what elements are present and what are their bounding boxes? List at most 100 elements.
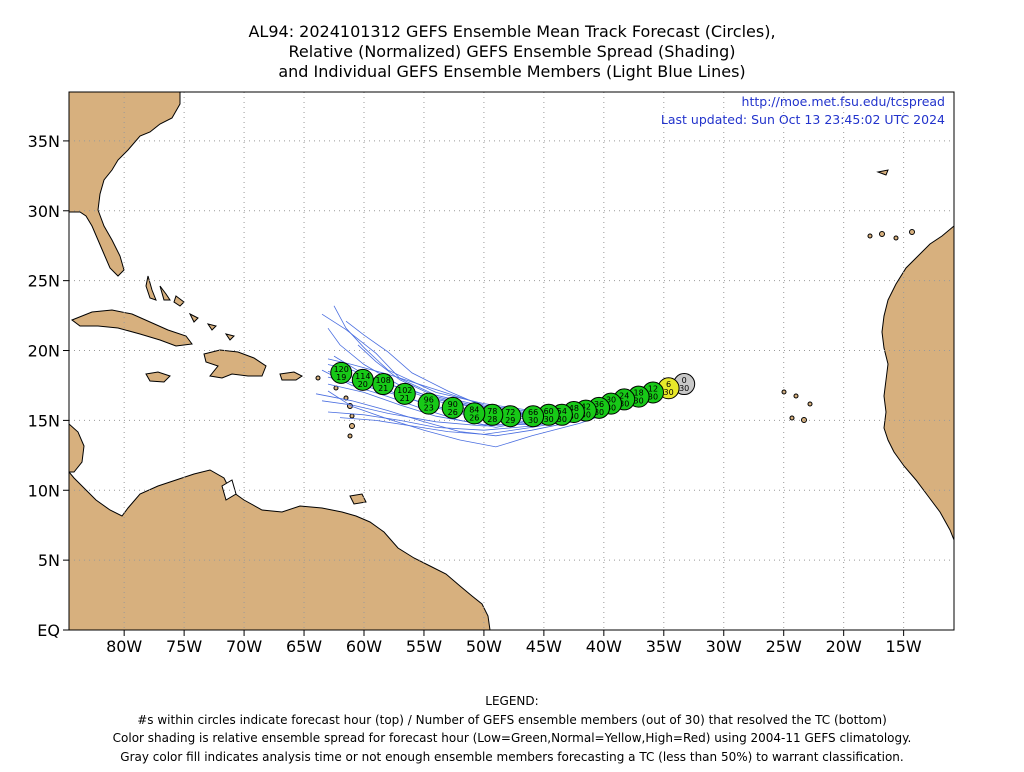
lon-tick-label: 80W (106, 637, 142, 656)
lon-tick-label: 35W (646, 637, 682, 656)
legend: LEGEND: #s within circles indicate forec… (0, 692, 1024, 766)
forecast-hour: 60 (544, 407, 554, 416)
member-count: 26 (469, 413, 479, 422)
lon-tick-label: 65W (286, 637, 322, 656)
lon-tick-label: 70W (226, 637, 262, 656)
member-count: 30 (544, 415, 554, 424)
lat-tick-label: 30N (28, 202, 60, 221)
latitude-labels: EQ 5N 10N 15N 20N 25N 30N 35N (28, 132, 69, 640)
north-america-landmass (69, 92, 181, 277)
lon-tick-label: 30W (706, 637, 742, 656)
member-count: 21 (400, 394, 410, 403)
forecast-hour: 42 (581, 403, 591, 412)
title-line-1: AL94: 2024101312 GEFS Ensemble Mean Trac… (248, 22, 776, 41)
map-title: AL94: 2024101312 GEFS Ensemble Mean Trac… (0, 22, 1024, 82)
track-circle (393, 382, 416, 405)
member-count: 30 (634, 397, 644, 406)
forecast-hour: 84 (469, 405, 479, 414)
track-circle (330, 361, 353, 384)
lat-tick-label: 35N (28, 132, 60, 151)
forecast-hour: 78 (487, 407, 497, 416)
forecast-hour: 54 (557, 407, 567, 416)
track-circle (463, 402, 486, 425)
south-america-landmass (69, 469, 491, 630)
central-america-landmass (69, 423, 85, 473)
forecast-hour: 36 (594, 400, 604, 409)
member-count: 30 (648, 392, 658, 401)
africa-landmass (881, 225, 954, 541)
member-count: 19 (336, 373, 346, 382)
forecast-hour: 72 (505, 408, 515, 417)
title-line-3: and Individual GEFS Ensemble Members (Li… (278, 62, 746, 81)
member-count: 28 (487, 415, 497, 424)
member-count: 20 (358, 380, 368, 389)
track-circle (441, 396, 464, 419)
title-line-2: Relative (Normalized) GEFS Ensemble Spre… (288, 42, 736, 61)
track-circle (417, 392, 440, 415)
track-circle (522, 405, 545, 428)
member-count: 21 (378, 384, 388, 393)
source-url[interactable]: http://moe.met.fsu.edu/tcspread (742, 94, 945, 109)
legend-line-1: #s within circles indicate forecast hour… (137, 712, 887, 727)
lon-tick-label: 45W (526, 637, 562, 656)
lon-tick-label: 50W (466, 637, 502, 656)
lon-tick-label: 15W (886, 637, 922, 656)
forecast-hour: 12 (648, 384, 658, 393)
longitude-labels: 80W 75W 70W 65W 60W 55W 50W 45W 40W 35W 30W 25W 20W 1… (106, 630, 922, 656)
lon-tick-label: 20W (826, 637, 862, 656)
track-circle (351, 368, 374, 391)
cuba-landmass (70, 309, 193, 347)
lon-tick-label: 25W (766, 637, 802, 656)
lon-tick-label: 55W (406, 637, 442, 656)
legend-line-2: Color shading is relative ensemble sprea… (112, 731, 912, 745)
lat-tick-label: 15N (28, 411, 60, 430)
lat-tick-label: 5N (38, 551, 60, 570)
member-count: 30 (594, 408, 604, 417)
madeira-island (876, 169, 889, 176)
lon-tick-label: 75W (166, 637, 202, 656)
forecast-hour: 108 (376, 376, 391, 385)
forecast-hour: 66 (528, 408, 538, 417)
last-updated: Last updated: Sun Oct 13 23:45:02 UTC 20… (661, 112, 945, 127)
lon-tick-label: 40W (586, 637, 622, 656)
lat-tick-label: 25N (28, 272, 60, 291)
member-count: 29 (505, 416, 515, 425)
forecast-hour: 18 (634, 389, 644, 398)
member-count: 30 (557, 415, 567, 424)
forecast-hour: 0 (682, 376, 687, 385)
member-count: 30 (679, 384, 689, 393)
puerto-rico-landmass (279, 371, 303, 381)
jamaica-landmass (145, 371, 171, 383)
bahamas-islands (145, 275, 235, 341)
lat-tick-label: EQ (37, 621, 60, 640)
lon-tick-label: 60W (346, 637, 382, 656)
member-count: 30 (581, 411, 591, 420)
forecast-hour: 120 (334, 365, 349, 374)
forecast-hour: 102 (397, 386, 412, 395)
member-count: 30 (528, 416, 538, 425)
forecast-hour: 96 (424, 396, 434, 405)
member-count: 30 (663, 388, 673, 397)
tcspread-link[interactable]: http://moe.met.fsu.edu/tcspread (742, 94, 945, 109)
member-count: 30 (606, 404, 616, 413)
lat-tick-label: 10N (28, 481, 60, 500)
forecast-hour: 90 (448, 400, 458, 409)
hispaniola-landmass (203, 349, 267, 379)
lat-tick-label: 20N (28, 342, 60, 361)
forecast-hour: 114 (355, 372, 370, 381)
member-count: 26 (448, 408, 458, 417)
forecast-hour: 24 (619, 391, 629, 400)
trinidad-landmass (349, 493, 367, 505)
member-count: 30 (569, 412, 579, 421)
forecast-hour: 48 (569, 404, 579, 413)
